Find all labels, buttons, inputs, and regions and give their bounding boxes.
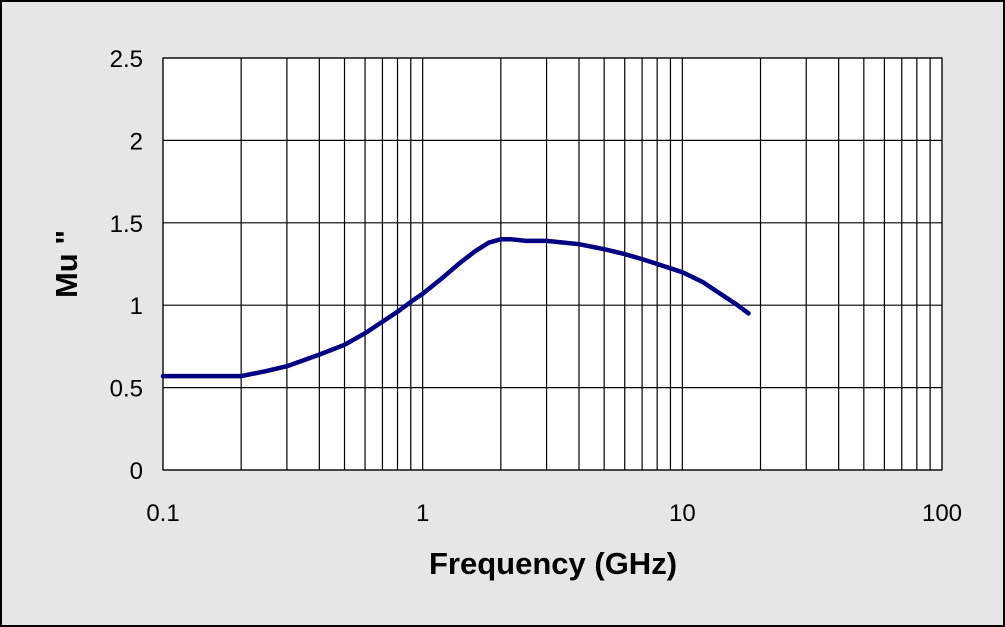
y-tick-label: 0 <box>130 458 143 485</box>
y-tick-label: 1 <box>130 293 143 320</box>
grid-lines <box>162 57 943 471</box>
y-tick-label: 1.5 <box>110 211 143 238</box>
plot-area <box>162 57 943 471</box>
y-tick-label: 2 <box>130 128 143 155</box>
x-tick-label: 100 <box>922 500 962 527</box>
x-tick-label: 10 <box>669 500 696 527</box>
x-tick-label: 1 <box>416 500 429 527</box>
x-tick-label: 0.1 <box>146 500 179 527</box>
x-axis-title: Frequency (GHz) <box>429 546 677 581</box>
y-tick-label: 2.5 <box>110 46 143 73</box>
y-tick-labels: 0 0.5 1 1.5 2 2.5 <box>110 46 143 485</box>
y-tick-label: 0.5 <box>110 376 143 403</box>
x-tick-labels: 0.1 1 10 100 <box>146 500 962 527</box>
y-axis-title: Mu " <box>49 230 84 298</box>
series-line <box>160 237 751 379</box>
